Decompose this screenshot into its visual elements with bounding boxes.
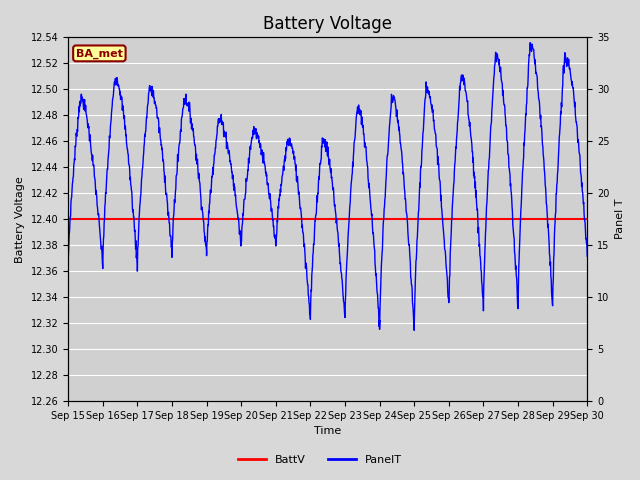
Y-axis label: Panel T: Panel T — [615, 199, 625, 240]
X-axis label: Time: Time — [314, 426, 341, 436]
Y-axis label: Battery Voltage: Battery Voltage — [15, 176, 25, 263]
Legend: BattV, PanelT: BattV, PanelT — [234, 451, 406, 469]
Title: Battery Voltage: Battery Voltage — [263, 15, 392, 33]
Text: BA_met: BA_met — [76, 48, 123, 59]
